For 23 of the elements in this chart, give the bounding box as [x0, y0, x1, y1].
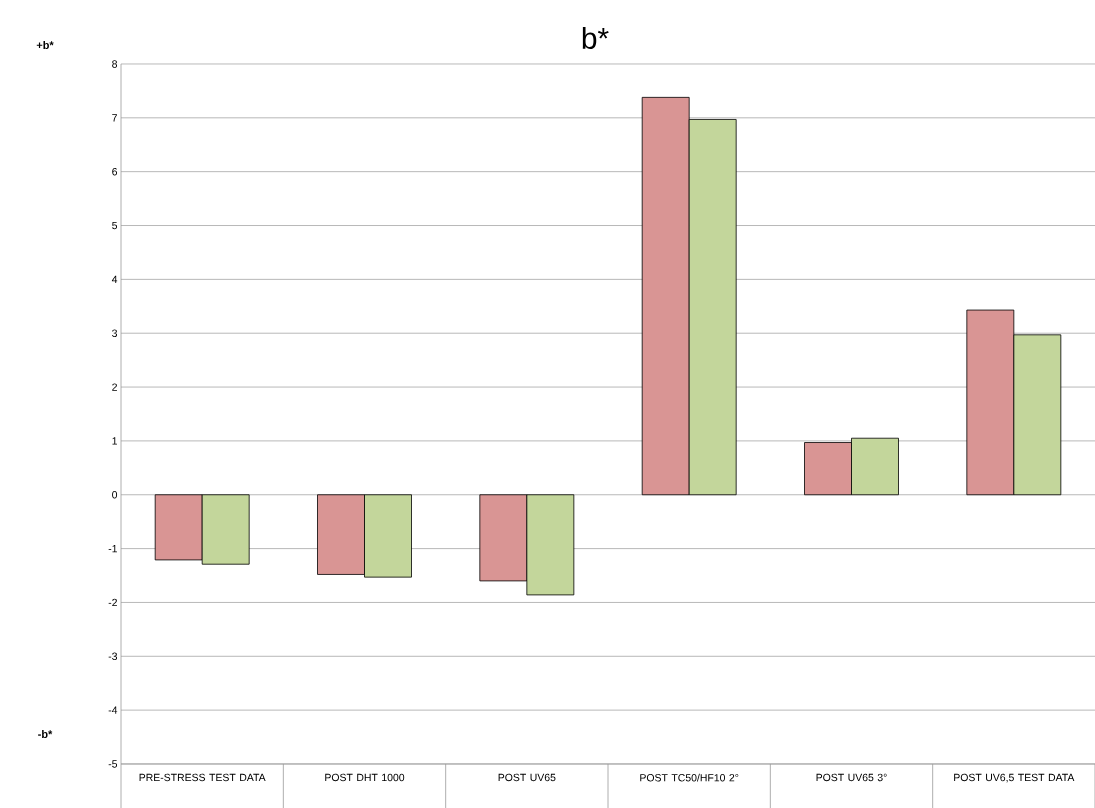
y-tick-label: 4 [111, 275, 118, 283]
y-tick-label: 7 [112, 114, 117, 122]
y-tick-label: -3 [108, 652, 118, 660]
y-tick-label: 8 [112, 60, 118, 68]
y-tick-label: -1 [108, 545, 117, 553]
y-tick-label: -5 [108, 760, 118, 768]
y-tick-label: 1 [112, 437, 117, 445]
x-tick-label: POST UV6,5 TEST DATA [954, 773, 1075, 783]
x-tick-label: PRE-STRESS TEST DATA [139, 773, 266, 782]
text: +b* [36, 40, 54, 50]
y-tick-label: 0 [112, 491, 118, 499]
x-tick-label: POST TC50/HF10 2° [640, 773, 739, 782]
text: -b* [38, 729, 53, 739]
x-tick-label: POST UV65 3° [816, 773, 887, 782]
y-tick-label: 5 [112, 221, 118, 230]
chart-title: b* [582, 27, 609, 49]
x-tick-label: POST DHT 1000 [325, 773, 405, 782]
x-tick-label: POST UV65 [498, 773, 556, 782]
y-tick-label: 6 [112, 167, 118, 176]
y-tick-label: 3 [112, 329, 118, 337]
y-tick-label: -4 [108, 706, 118, 714]
y-tick-label: 2 [112, 383, 117, 391]
y-tick-label: -2 [108, 598, 117, 607]
